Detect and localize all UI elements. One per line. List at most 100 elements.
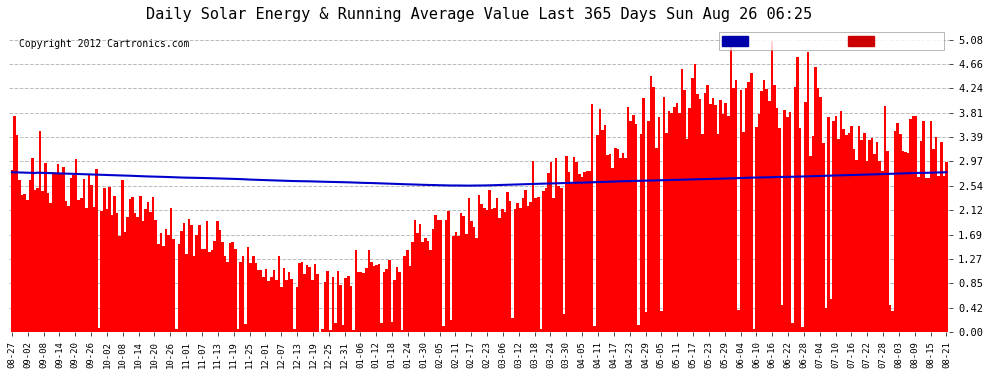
Bar [37, 188, 39, 332]
Bar [34, 190, 37, 332]
Bar [240, 261, 242, 332]
Bar [42, 191, 44, 332]
Bar [709, 105, 712, 332]
Bar [106, 209, 108, 332]
Bar [198, 225, 201, 332]
Bar [285, 279, 288, 332]
Title: Daily Solar Energy & Running Average Value Last 365 Days Sun Aug 26 06:25: Daily Solar Energy & Running Average Val… [147, 7, 812, 22]
Bar [134, 213, 137, 332]
Bar [804, 102, 807, 332]
Bar [142, 220, 145, 332]
Bar [234, 249, 237, 332]
Bar [67, 206, 69, 332]
Bar [720, 100, 722, 332]
Bar [814, 67, 817, 332]
Bar [580, 177, 583, 332]
Bar [868, 140, 871, 332]
Bar [85, 208, 88, 332]
Bar [732, 87, 735, 332]
Bar [635, 124, 638, 332]
Bar [383, 272, 385, 332]
Bar [717, 134, 720, 332]
Legend: Average  ($), Daily  ($): Average ($), Daily ($) [719, 33, 943, 50]
Bar [147, 202, 149, 332]
Bar [575, 162, 578, 332]
Bar [544, 188, 547, 332]
Bar [776, 108, 778, 332]
Bar [442, 326, 445, 332]
Bar [267, 281, 270, 332]
Bar [56, 164, 59, 332]
Bar [324, 282, 327, 332]
Bar [694, 64, 696, 332]
Bar [817, 88, 820, 332]
Bar [852, 149, 855, 332]
Bar [167, 235, 170, 332]
Bar [275, 280, 277, 332]
Bar [16, 135, 19, 332]
Bar [543, 190, 545, 332]
Bar [440, 220, 442, 332]
Bar [657, 117, 660, 332]
Bar [473, 227, 475, 332]
Bar [904, 152, 907, 332]
Bar [649, 76, 652, 332]
Bar [778, 128, 781, 332]
Bar [586, 171, 588, 332]
Bar [945, 162, 947, 332]
Bar [93, 207, 95, 332]
Bar [98, 328, 101, 332]
Bar [419, 224, 422, 332]
Bar [840, 111, 842, 332]
Bar [422, 242, 424, 332]
Bar [470, 221, 473, 332]
Bar [19, 180, 21, 332]
Bar [449, 320, 452, 332]
Bar [216, 221, 219, 332]
Bar [604, 124, 606, 332]
Bar [599, 109, 601, 332]
Bar [162, 246, 164, 332]
Bar [309, 267, 311, 332]
Bar [435, 214, 437, 332]
Bar [660, 311, 662, 332]
Bar [907, 153, 909, 332]
Bar [686, 139, 688, 332]
Bar [583, 172, 586, 332]
Bar [549, 162, 552, 332]
Bar [876, 142, 878, 332]
Bar [113, 196, 116, 332]
Bar [480, 204, 483, 332]
Bar [606, 155, 609, 332]
Bar [768, 101, 770, 332]
Bar [699, 99, 701, 332]
Bar [712, 98, 714, 332]
Bar [272, 270, 275, 332]
Bar [738, 310, 740, 332]
Bar [588, 171, 591, 332]
Bar [116, 213, 119, 332]
Bar [290, 279, 293, 332]
Bar [214, 241, 216, 332]
Bar [359, 272, 362, 332]
Bar [612, 168, 614, 332]
Bar [744, 88, 747, 332]
Bar [506, 192, 509, 332]
Bar [917, 177, 920, 332]
Bar [201, 249, 203, 332]
Bar [750, 74, 752, 332]
Bar [740, 90, 742, 332]
Bar [552, 198, 555, 332]
Bar [154, 220, 157, 332]
Bar [206, 221, 208, 332]
Bar [335, 322, 337, 332]
Bar [139, 196, 142, 332]
Bar [195, 236, 198, 332]
Bar [486, 210, 488, 332]
Bar [535, 198, 537, 332]
Bar [668, 111, 670, 332]
Bar [704, 93, 707, 332]
Bar [414, 220, 416, 332]
Bar [640, 134, 643, 332]
Bar [483, 208, 486, 332]
